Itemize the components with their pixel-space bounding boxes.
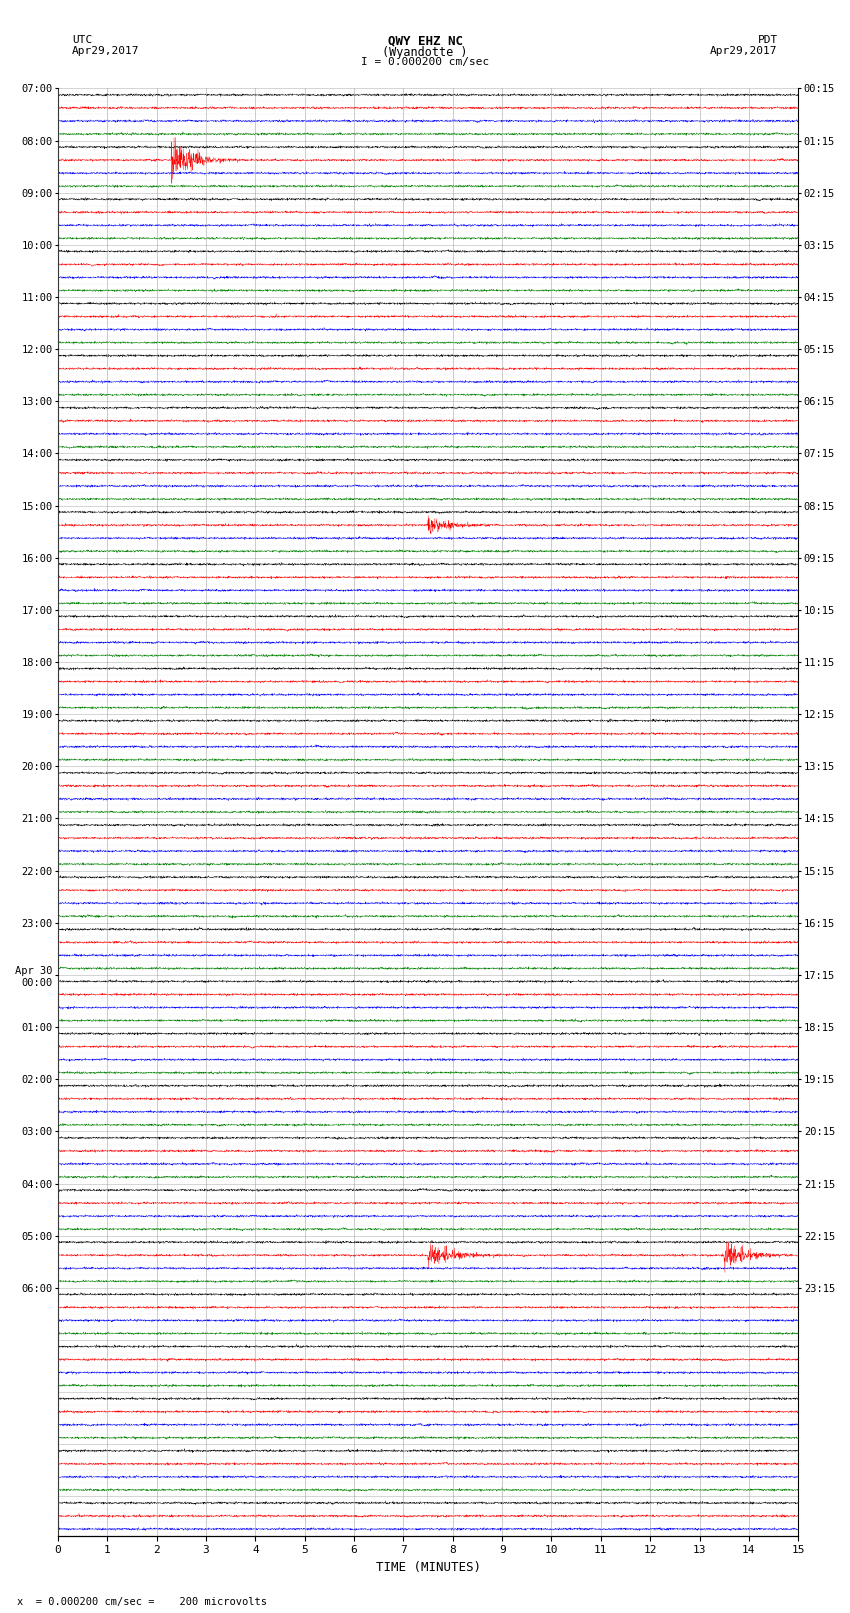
Text: I = 0.000200 cm/sec: I = 0.000200 cm/sec xyxy=(361,58,489,68)
X-axis label: TIME (MINUTES): TIME (MINUTES) xyxy=(376,1561,480,1574)
Text: PDT: PDT xyxy=(757,35,778,45)
Text: Apr29,2017: Apr29,2017 xyxy=(72,45,139,56)
Text: (Wyandotte ): (Wyandotte ) xyxy=(382,45,468,60)
Text: QWY EHZ NC: QWY EHZ NC xyxy=(388,35,462,48)
Text: x  = 0.000200 cm/sec =    200 microvolts: x = 0.000200 cm/sec = 200 microvolts xyxy=(17,1597,267,1607)
Text: UTC: UTC xyxy=(72,35,93,45)
Text: Apr29,2017: Apr29,2017 xyxy=(711,45,778,56)
